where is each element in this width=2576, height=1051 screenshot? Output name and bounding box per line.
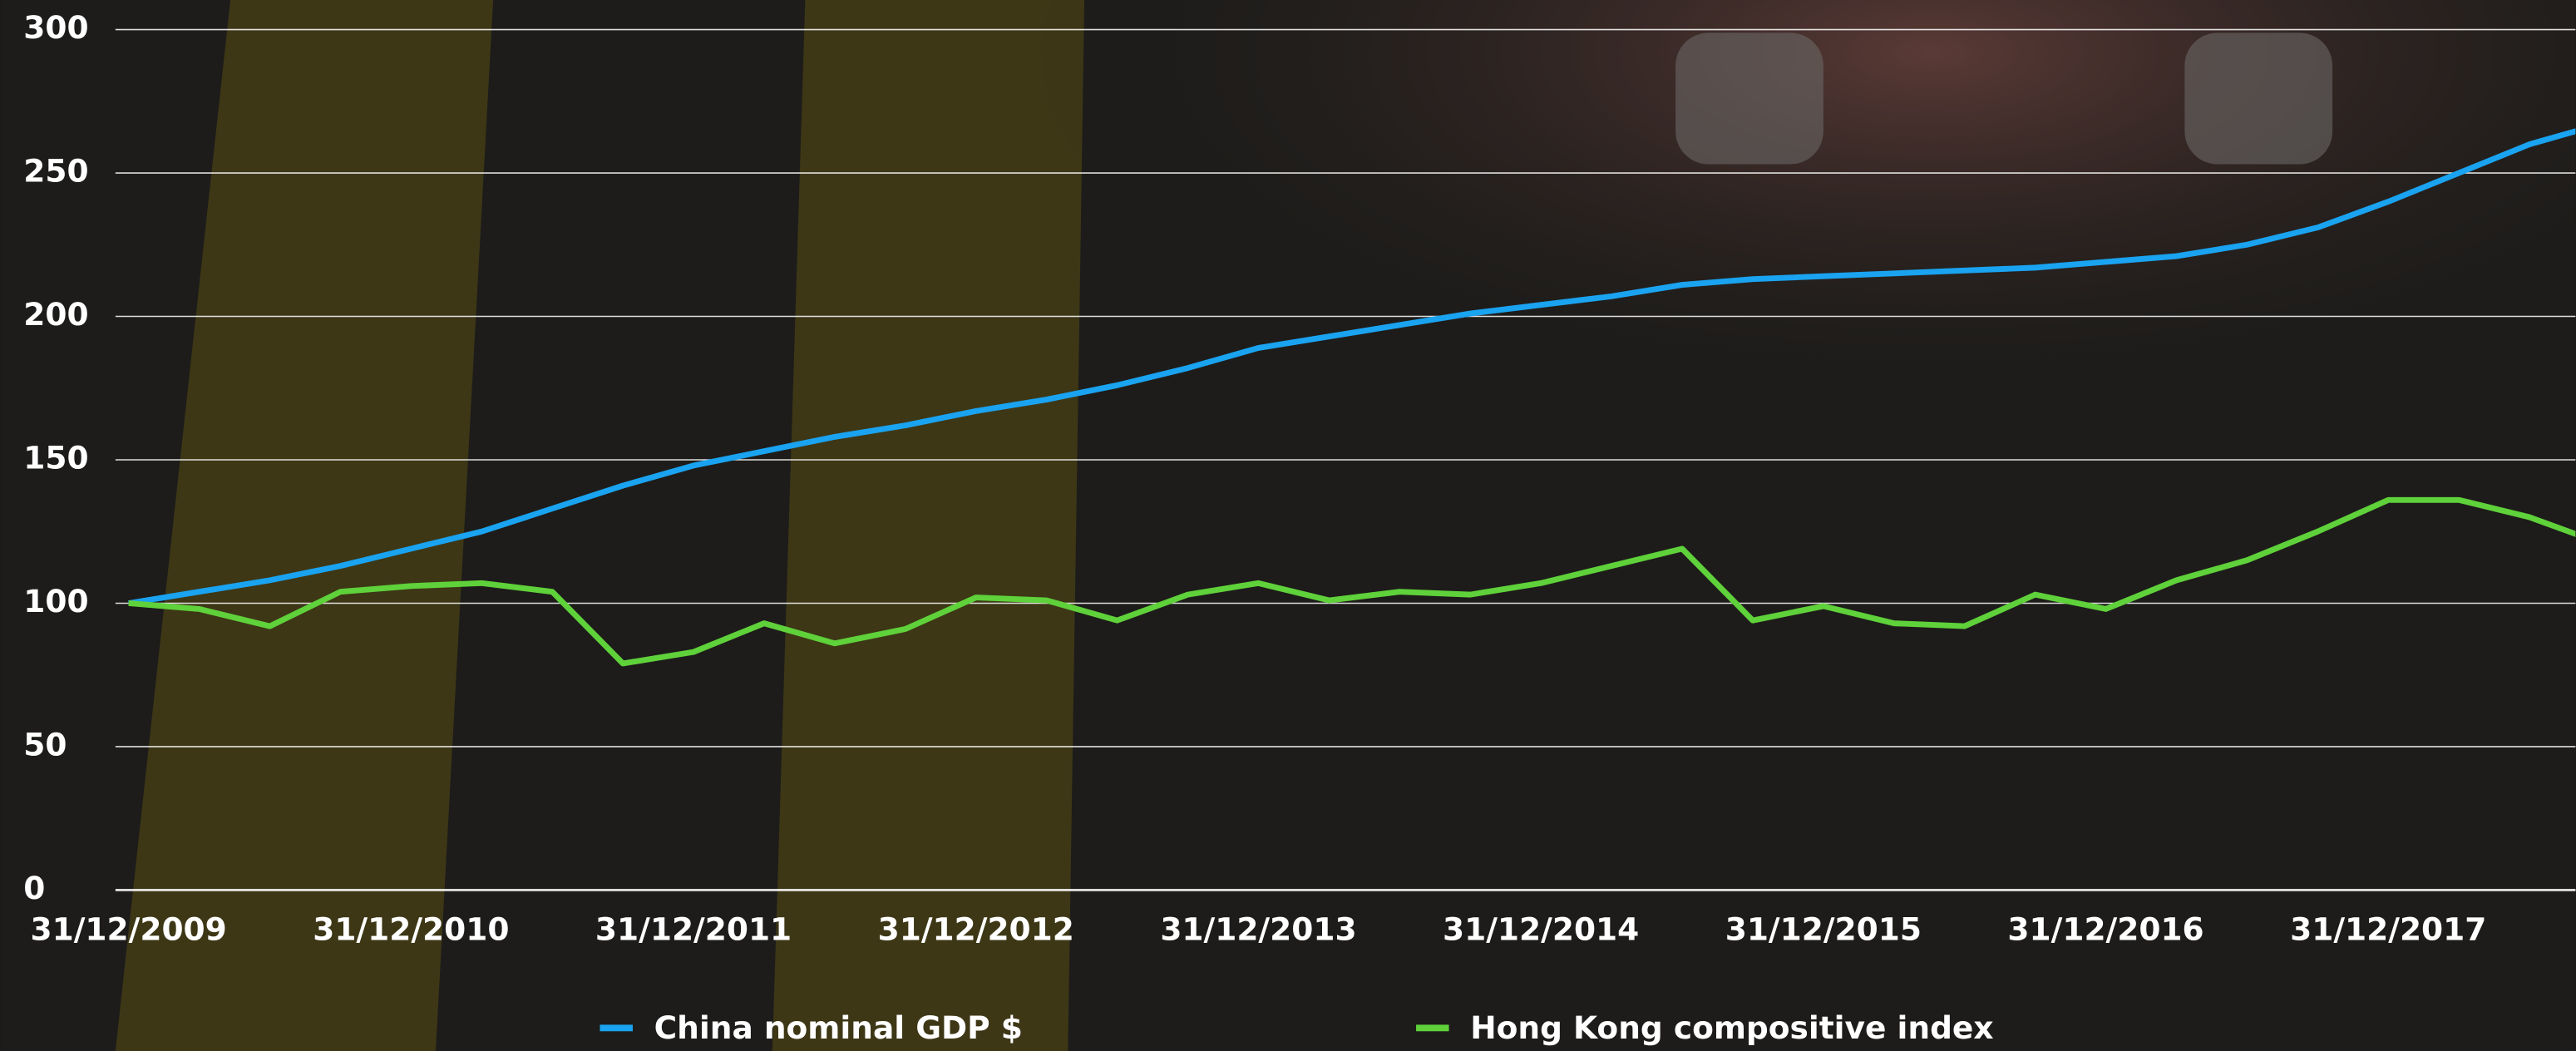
y-tick-label: 150 [23, 440, 88, 476]
y-tick-label: 0 [23, 870, 45, 906]
x-tick-label: 31/12/2014 [1443, 910, 1639, 947]
x-tick-label: 31/12/2011 [595, 910, 792, 947]
legend-label: China nominal GDP $ [654, 1009, 1023, 1046]
y-tick-label: 250 [23, 153, 88, 190]
series-line [128, 128, 2576, 606]
y-tick-label: 200 [23, 296, 88, 333]
x-tick-label: 31/12/2016 [2007, 910, 2203, 947]
legend-label: Hong Kong compositive index [1470, 1009, 1993, 1046]
x-tick-label: 31/12/2012 [878, 910, 1074, 947]
x-tick-label: 31/12/2015 [1725, 910, 1922, 947]
x-tick-label: 31/12/2009 [31, 910, 227, 947]
y-tick-label: 300 [23, 9, 88, 46]
x-tick-label: 31/12/2017 [2290, 910, 2486, 947]
y-tick-label: 50 [23, 726, 67, 762]
legend: China nominal GDP $ Hong Kong compositive… [600, 1009, 1994, 1046]
y-tick-label: 100 [23, 583, 88, 619]
series-line [128, 496, 2576, 667]
x-tick-label: 31/12/2013 [1160, 910, 1356, 947]
x-tick-label: 31/12/2010 [313, 910, 509, 947]
